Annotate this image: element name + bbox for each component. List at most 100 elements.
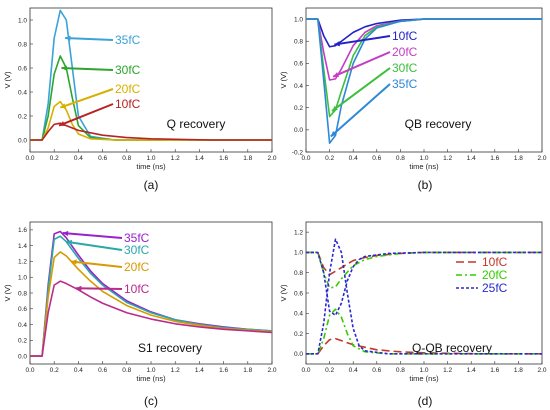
y-tick-label: -0.2 xyxy=(292,149,304,156)
x-tick-label: 1.2 xyxy=(171,367,180,374)
x-tick-label: 2.0 xyxy=(267,155,276,162)
panel-4: 0.0 0.2 0.4 0.6 0.8 1.0 1.2 1.4 1.6 1.8 2.0 0.0 0.2 0… xyxy=(279,221,547,408)
series-label: 20fC xyxy=(124,260,150,274)
y-tick-label: 1.0 xyxy=(294,16,303,23)
x-tick-label: 1.0 xyxy=(146,367,155,374)
label-arrow xyxy=(331,67,391,112)
x-tick-label: 0.4 xyxy=(74,155,83,162)
panel-caption: (d) xyxy=(418,394,433,408)
x-tick-label: 0.6 xyxy=(372,367,381,374)
x-tick-label: 1.2 xyxy=(443,155,452,162)
series-label: 35fC xyxy=(115,33,141,47)
x-tick-label: 1.6 xyxy=(219,155,228,162)
series-label: 30fC xyxy=(392,61,418,75)
arrow-head xyxy=(333,72,340,77)
series-label: 20fC xyxy=(392,45,418,59)
arrow-head xyxy=(60,103,67,109)
arrow-head xyxy=(62,230,69,237)
arrow-head xyxy=(75,285,82,291)
series-line xyxy=(30,251,273,357)
x-tick-label: 0.8 xyxy=(122,367,131,374)
x-tick-label: 0.2 xyxy=(50,155,59,162)
y-tick-label: 1.2 xyxy=(294,229,303,236)
y-tick-label: 0.4 xyxy=(294,83,303,90)
series-line xyxy=(30,122,272,141)
y-tick-label: 0.6 xyxy=(18,306,27,313)
y-tick-label: 0.2 xyxy=(294,105,303,112)
label-arrow xyxy=(65,37,114,41)
label-arrow xyxy=(61,67,114,71)
x-tick-label: 1.4 xyxy=(467,367,476,374)
y-tick-label: 0.8 xyxy=(294,270,303,277)
series-label: 35fC xyxy=(124,231,150,245)
arrow-head xyxy=(65,35,71,41)
x-tick-label: 0.0 xyxy=(25,155,34,162)
y-tick-label: 0.0 xyxy=(294,351,303,358)
plot-frame xyxy=(29,7,273,153)
x-tick-label: 1.6 xyxy=(219,367,228,374)
y-tick-label: 0.8 xyxy=(18,41,27,48)
series-line xyxy=(306,251,542,317)
y-tick-label: 0.0 xyxy=(294,127,303,134)
legend-label: 10fC xyxy=(482,255,508,269)
panel-caption: (a) xyxy=(144,178,159,192)
x-tick-label: 1.0 xyxy=(419,155,428,162)
x-tick-label: 0.8 xyxy=(396,155,405,162)
x-tick-label: 0.4 xyxy=(74,367,83,374)
y-tick-label: 0.2 xyxy=(18,338,27,345)
arrow-head xyxy=(334,41,341,47)
y-tick-label: 0.2 xyxy=(294,331,303,338)
panel-1: 0.0 0.2 0.4 0.6 0.8 1.0 1.2 1.4 1.6 1.8 2.0 0.0 0.2 0… xyxy=(3,7,277,192)
x-tick-label: 2.0 xyxy=(537,367,546,374)
y-axis-label: V (V) xyxy=(3,284,12,302)
panel-annotation: Q-QB recovery xyxy=(412,341,492,355)
x-tick-label: 0.4 xyxy=(349,367,358,374)
x-tick-label: 1.4 xyxy=(195,367,204,374)
x-tick-label: 0.8 xyxy=(396,367,405,374)
y-axis-label: V (V) xyxy=(279,71,288,89)
x-axis-label: time (ns) xyxy=(409,374,439,383)
y-tick-label: 1.0 xyxy=(294,250,303,257)
y-axis-label: V (V) xyxy=(279,284,288,302)
x-tick-label: 1.6 xyxy=(490,367,499,374)
label-arrow xyxy=(330,83,391,138)
y-tick-label: 1.4 xyxy=(18,243,27,250)
series-label: 30fC xyxy=(124,243,150,257)
legend-label: 25fC xyxy=(482,281,508,295)
x-tick-label: 1.8 xyxy=(243,155,252,162)
y-axis-label: V (V) xyxy=(3,71,12,89)
series-label: 10fC xyxy=(115,97,141,111)
x-axis-label: time (ns) xyxy=(136,162,166,171)
y-tick-label: 0.6 xyxy=(18,65,27,72)
y-tick-label: 0.2 xyxy=(18,113,27,120)
x-tick-label: 0.0 xyxy=(301,367,310,374)
panel-3: 0.0 0.2 0.4 0.6 0.8 1.0 1.2 1.4 1.6 1.8 2.0 0.0 0.2 0… xyxy=(3,221,277,408)
x-tick-label: 1.0 xyxy=(146,155,155,162)
arrow-head xyxy=(66,239,73,246)
x-tick-label: 0.8 xyxy=(122,155,131,162)
arrow-head xyxy=(71,259,77,265)
series-label: 35fC xyxy=(392,77,418,91)
label-arrow xyxy=(334,35,391,46)
x-tick-label: 0.6 xyxy=(98,155,107,162)
x-tick-label: 2.0 xyxy=(267,367,276,374)
x-tick-label: 0.0 xyxy=(25,367,34,374)
x-tick-label: 1.8 xyxy=(514,155,523,162)
label-arrow xyxy=(71,260,123,268)
x-tick-label: 0.0 xyxy=(301,155,310,162)
y-tick-label: 0.0 xyxy=(18,137,27,144)
y-tick-label: 1.0 xyxy=(18,17,27,24)
y-tick-label: 0.6 xyxy=(294,61,303,68)
panel-annotation: QB recovery xyxy=(405,117,472,131)
label-arrow xyxy=(59,88,114,109)
label-arrow xyxy=(58,103,114,127)
y-tick-label: 0.0 xyxy=(18,353,27,360)
arrow-head xyxy=(330,130,337,137)
x-tick-label: 1.2 xyxy=(171,155,180,162)
label-arrow xyxy=(62,232,123,239)
panel-caption: (b) xyxy=(418,178,433,192)
x-axis-label: time (ns) xyxy=(409,162,439,171)
panel-annotation: Q recovery xyxy=(167,117,226,131)
